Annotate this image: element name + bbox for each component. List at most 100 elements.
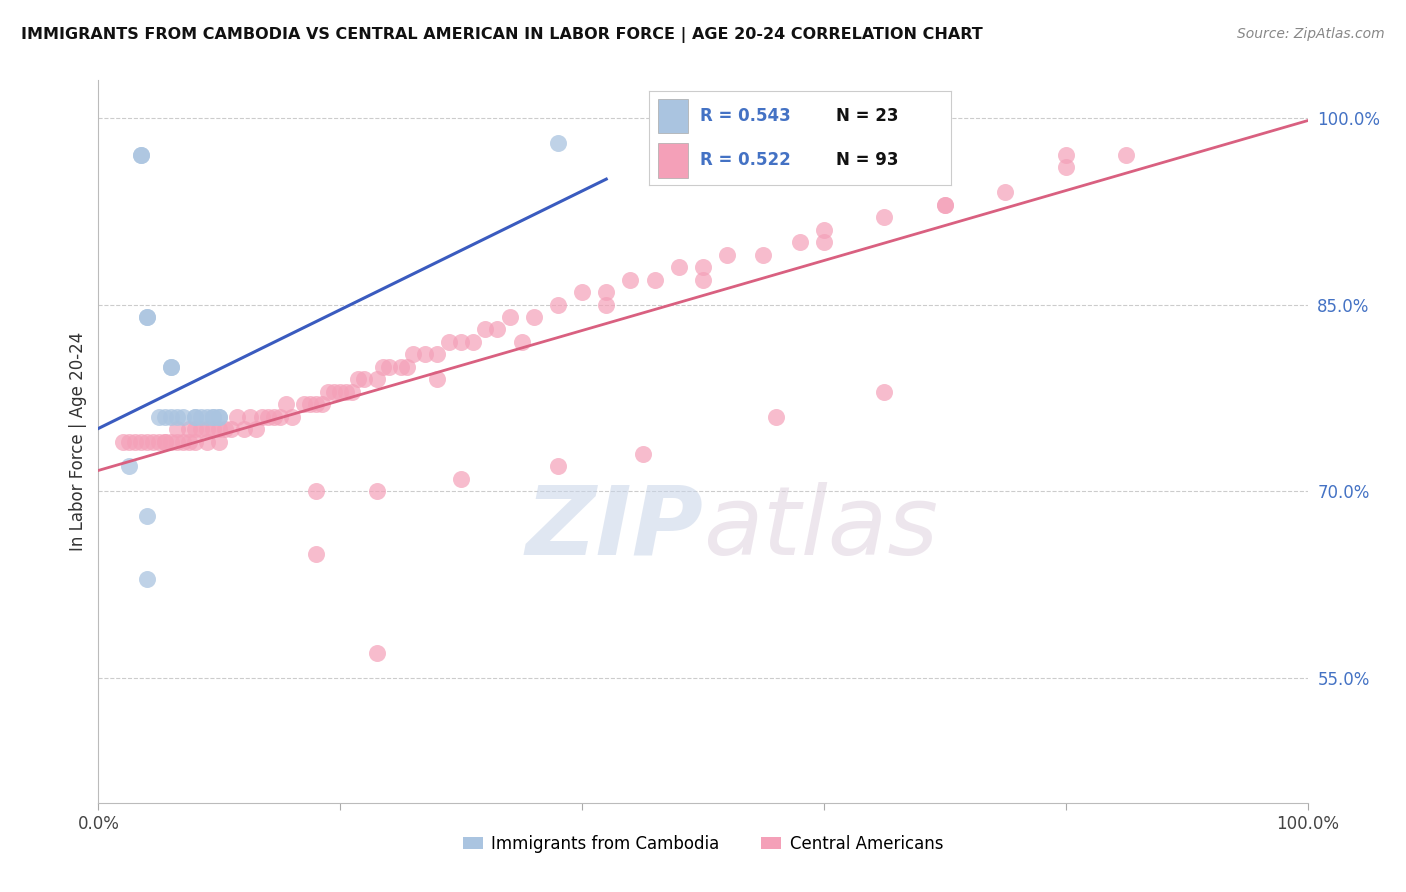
- Point: [789, 235, 811, 250]
- Point: [426, 347, 449, 361]
- Point: [263, 409, 285, 424]
- Point: [118, 459, 141, 474]
- Point: [184, 434, 207, 449]
- Point: [135, 310, 157, 324]
- Point: [450, 472, 472, 486]
- Point: [184, 422, 207, 436]
- Point: [202, 422, 225, 436]
- Point: [166, 409, 188, 424]
- Point: [692, 260, 714, 274]
- Point: [668, 260, 690, 274]
- Point: [547, 459, 569, 474]
- Point: [353, 372, 375, 386]
- Point: [172, 409, 194, 424]
- Point: [547, 136, 569, 150]
- Point: [474, 322, 496, 336]
- Point: [281, 409, 304, 424]
- Point: [148, 434, 170, 449]
- Point: [184, 409, 207, 424]
- Point: [510, 334, 533, 349]
- Point: [366, 372, 388, 386]
- Point: [190, 409, 212, 424]
- Point: [813, 235, 835, 250]
- Point: [752, 248, 775, 262]
- Text: Source: ZipAtlas.com: Source: ZipAtlas.com: [1237, 27, 1385, 41]
- Point: [226, 409, 249, 424]
- Point: [195, 409, 218, 424]
- Text: IMMIGRANTS FROM CAMBODIA VS CENTRAL AMERICAN IN LABOR FORCE | AGE 20-24 CORRELAT: IMMIGRANTS FROM CAMBODIA VS CENTRAL AMER…: [21, 27, 983, 43]
- Point: [765, 409, 787, 424]
- Point: [547, 297, 569, 311]
- Point: [111, 434, 134, 449]
- Point: [994, 186, 1017, 200]
- Point: [274, 397, 297, 411]
- Point: [142, 434, 165, 449]
- Point: [124, 434, 146, 449]
- Point: [342, 384, 364, 399]
- Point: [329, 384, 352, 399]
- Point: [316, 384, 339, 399]
- Point: [129, 148, 152, 162]
- Point: [221, 422, 243, 436]
- Point: [292, 397, 315, 411]
- Point: [195, 422, 218, 436]
- Point: [166, 422, 188, 436]
- Point: [153, 409, 176, 424]
- Point: [208, 422, 231, 436]
- Point: [595, 285, 617, 299]
- Point: [179, 422, 201, 436]
- Point: [256, 409, 278, 424]
- Point: [160, 359, 183, 374]
- Point: [437, 334, 460, 349]
- Point: [692, 272, 714, 286]
- Point: [1054, 161, 1077, 175]
- Point: [208, 409, 231, 424]
- Point: [135, 310, 157, 324]
- Point: [619, 272, 641, 286]
- Point: [347, 372, 370, 386]
- Point: [232, 422, 254, 436]
- Point: [389, 359, 412, 374]
- Point: [195, 434, 218, 449]
- Point: [486, 322, 509, 336]
- Point: [377, 359, 399, 374]
- Point: [371, 359, 394, 374]
- Text: ZIP: ZIP: [524, 482, 703, 574]
- Point: [239, 409, 262, 424]
- Point: [1054, 148, 1077, 162]
- Point: [595, 297, 617, 311]
- Point: [335, 384, 357, 399]
- Point: [135, 509, 157, 524]
- Point: [160, 409, 183, 424]
- Point: [523, 310, 546, 324]
- Point: [873, 384, 896, 399]
- Point: [190, 422, 212, 436]
- Point: [160, 359, 183, 374]
- Point: [208, 434, 231, 449]
- Point: [366, 484, 388, 499]
- Point: [305, 547, 328, 561]
- Point: [135, 572, 157, 586]
- Point: [214, 422, 236, 436]
- Point: [135, 434, 157, 449]
- Point: [160, 434, 183, 449]
- Point: [118, 434, 141, 449]
- Point: [179, 434, 201, 449]
- Point: [153, 434, 176, 449]
- Legend: Immigrants from Cambodia, Central Americans: Immigrants from Cambodia, Central Americ…: [457, 828, 949, 860]
- Point: [166, 434, 188, 449]
- Point: [631, 447, 654, 461]
- Point: [413, 347, 436, 361]
- Point: [934, 198, 956, 212]
- Point: [463, 334, 485, 349]
- Point: [716, 248, 738, 262]
- Point: [148, 409, 170, 424]
- Point: [129, 148, 152, 162]
- Point: [323, 384, 346, 399]
- Point: [202, 409, 225, 424]
- Point: [245, 422, 267, 436]
- Point: [366, 646, 388, 660]
- Point: [172, 434, 194, 449]
- Point: [269, 409, 291, 424]
- Point: [571, 285, 593, 299]
